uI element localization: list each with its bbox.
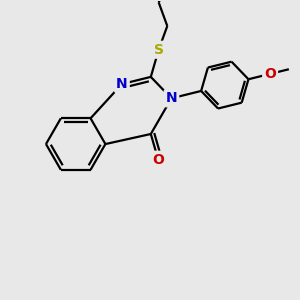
Text: N: N: [166, 91, 177, 105]
Text: S: S: [154, 43, 164, 57]
Text: N: N: [116, 77, 128, 91]
Text: O: O: [264, 67, 276, 81]
Text: O: O: [152, 153, 164, 167]
